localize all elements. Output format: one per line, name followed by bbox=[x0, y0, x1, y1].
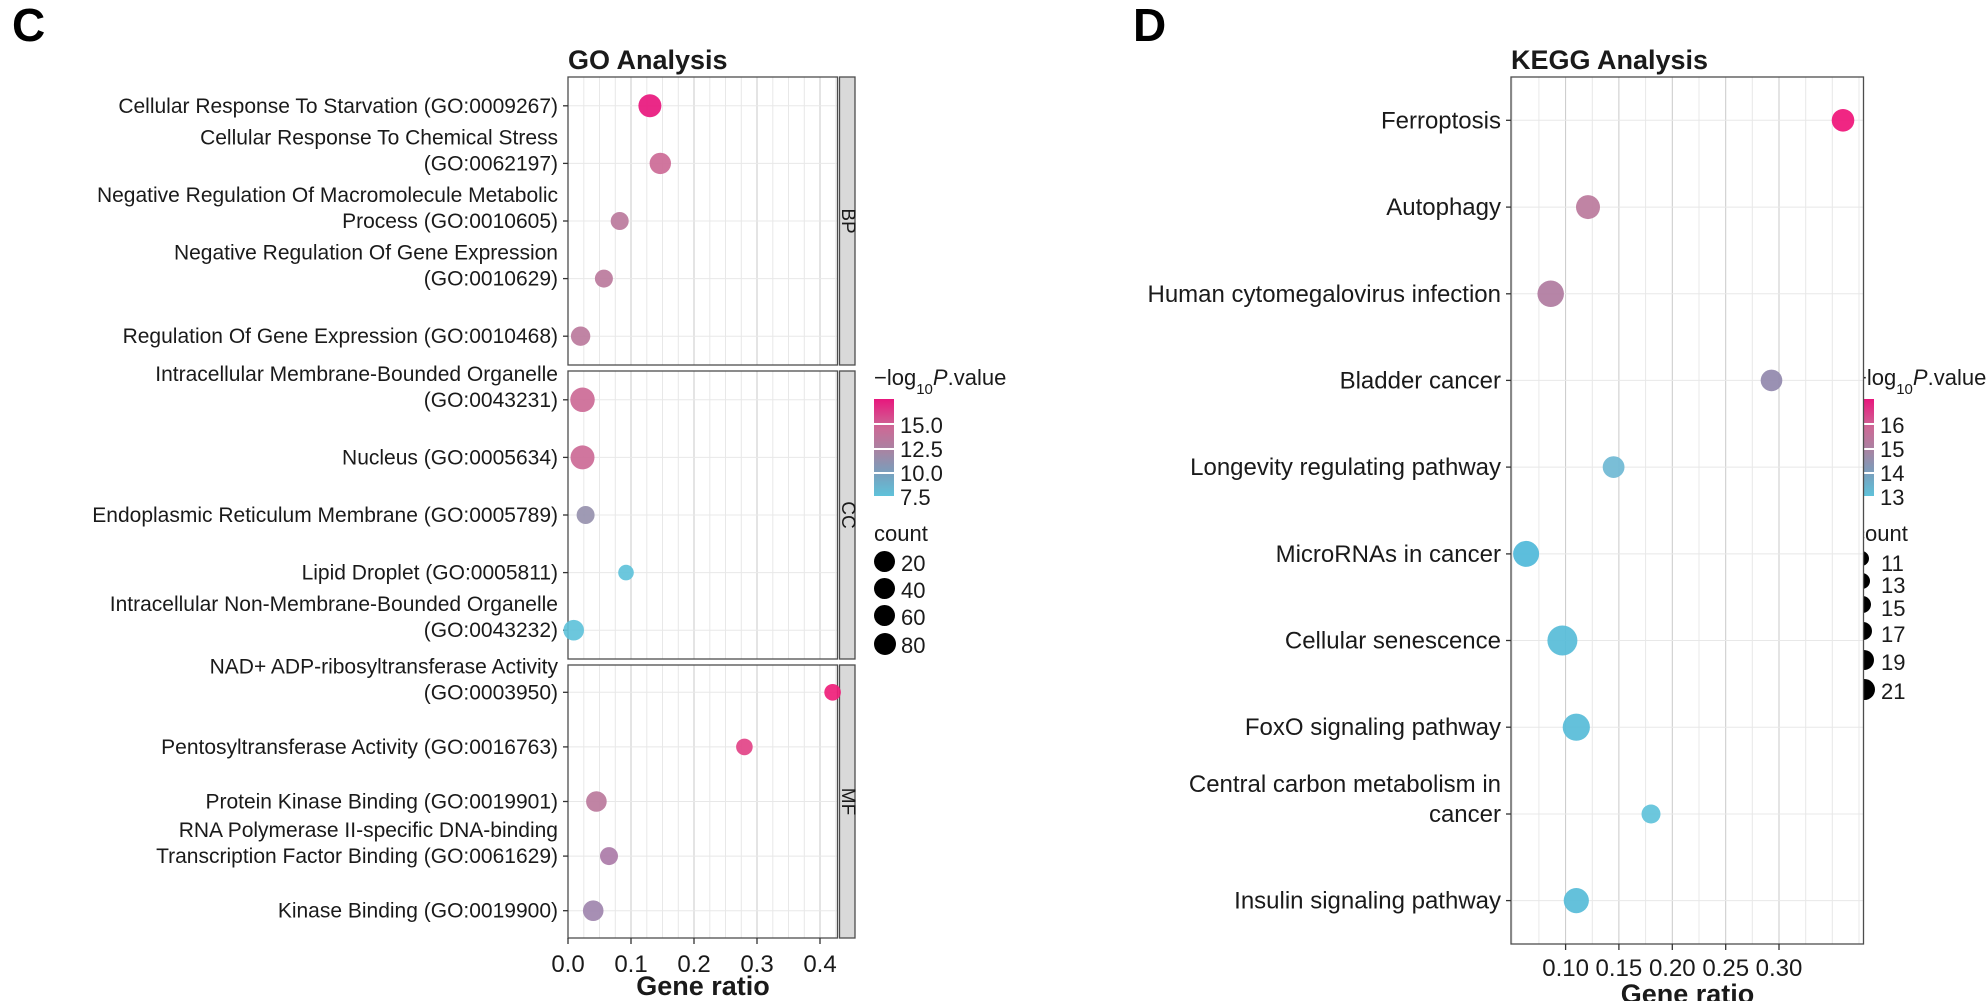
svg-text:Autophagy: Autophagy bbox=[1386, 194, 1501, 221]
svg-text:Regulation Of Gene Expression: Regulation Of Gene Expression (GO:001046… bbox=[123, 325, 558, 348]
svg-text:CC: CC bbox=[837, 501, 858, 528]
svg-text:0.2: 0.2 bbox=[677, 951, 710, 978]
svg-text:Insulin signaling pathway: Insulin signaling pathway bbox=[1234, 888, 1501, 915]
svg-text:Kinase Binding (GO:0019900): Kinase Binding (GO:0019900) bbox=[278, 900, 558, 923]
svg-text:Negative Regulation Of Macromo: Negative Regulation Of Macromolecule Met… bbox=[97, 184, 558, 207]
svg-text:Endoplasmic Reticulum Membrane: Endoplasmic Reticulum Membrane (GO:00057… bbox=[92, 504, 558, 527]
svg-text:Ferroptosis: Ferroptosis bbox=[1381, 107, 1501, 134]
svg-text:0.4: 0.4 bbox=[803, 951, 836, 978]
svg-text:(GO:0062197): (GO:0062197) bbox=[424, 152, 558, 175]
svg-text:BP: BP bbox=[837, 208, 858, 233]
svg-text:0.10: 0.10 bbox=[1542, 955, 1589, 982]
svg-text:cancer: cancer bbox=[1429, 801, 1501, 828]
svg-text:FoxO signaling pathway: FoxO signaling pathway bbox=[1245, 714, 1501, 741]
svg-text:(GO:0043232): (GO:0043232) bbox=[424, 619, 558, 642]
svg-text:MF: MF bbox=[837, 788, 858, 815]
svg-text:Cellular Response To Starvatio: Cellular Response To Starvation (GO:0009… bbox=[118, 95, 558, 118]
svg-text:MicroRNAs in cancer: MicroRNAs in cancer bbox=[1276, 541, 1501, 568]
svg-text:Nucleus (GO:0005634): Nucleus (GO:0005634) bbox=[342, 446, 558, 469]
svg-text:RNA Polymerase II-specific DNA: RNA Polymerase II-specific DNA-binding bbox=[179, 819, 558, 842]
svg-text:(GO:0043231): (GO:0043231) bbox=[424, 389, 558, 412]
svg-text:Longevity regulating pathway: Longevity regulating pathway bbox=[1190, 454, 1501, 481]
svg-text:Intracellular Non-Membrane-Bou: Intracellular Non-Membrane-Bounded Organ… bbox=[110, 593, 558, 616]
svg-text:Cellular senescence: Cellular senescence bbox=[1285, 628, 1501, 655]
svg-text:0.20: 0.20 bbox=[1649, 955, 1696, 982]
svg-text:Pentosyltransferase Activity (: Pentosyltransferase Activity (GO:0016763… bbox=[161, 736, 558, 759]
svg-text:Human cytomegalovirus infectio: Human cytomegalovirus infection bbox=[1148, 281, 1502, 308]
svg-text:NAD+ ADP-ribosyltransferase Ac: NAD+ ADP-ribosyltransferase Activity bbox=[210, 655, 559, 678]
svg-text:0.3: 0.3 bbox=[740, 951, 773, 978]
svg-text:0.1: 0.1 bbox=[614, 951, 647, 978]
svg-text:(GO:0010629): (GO:0010629) bbox=[424, 268, 558, 291]
svg-text:(GO:0003950): (GO:0003950) bbox=[424, 681, 558, 704]
svg-text:Negative Regulation Of Gene Ex: Negative Regulation Of Gene Expression bbox=[174, 242, 558, 265]
svg-text:0.30: 0.30 bbox=[1756, 955, 1803, 982]
svg-text:0.0: 0.0 bbox=[551, 951, 584, 978]
svg-text:Bladder cancer: Bladder cancer bbox=[1340, 367, 1501, 394]
svg-text:0.15: 0.15 bbox=[1596, 955, 1643, 982]
svg-text:0.25: 0.25 bbox=[1702, 955, 1749, 982]
svg-text:Cellular Response To Chemical: Cellular Response To Chemical Stress bbox=[200, 126, 558, 149]
svg-text:Protein Kinase Binding (GO:001: Protein Kinase Binding (GO:0019901) bbox=[205, 791, 558, 814]
svg-text:Intracellular Membrane-Bounded: Intracellular Membrane-Bounded Organelle bbox=[155, 363, 558, 386]
svg-text:Process (GO:0010605): Process (GO:0010605) bbox=[342, 210, 558, 233]
svg-text:Central carbon metabolism in: Central carbon metabolism in bbox=[1189, 771, 1501, 798]
svg-text:Transcription Factor Binding (: Transcription Factor Binding (GO:0061629… bbox=[156, 845, 558, 868]
svg-text:Lipid Droplet (GO:0005811): Lipid Droplet (GO:0005811) bbox=[302, 562, 558, 585]
